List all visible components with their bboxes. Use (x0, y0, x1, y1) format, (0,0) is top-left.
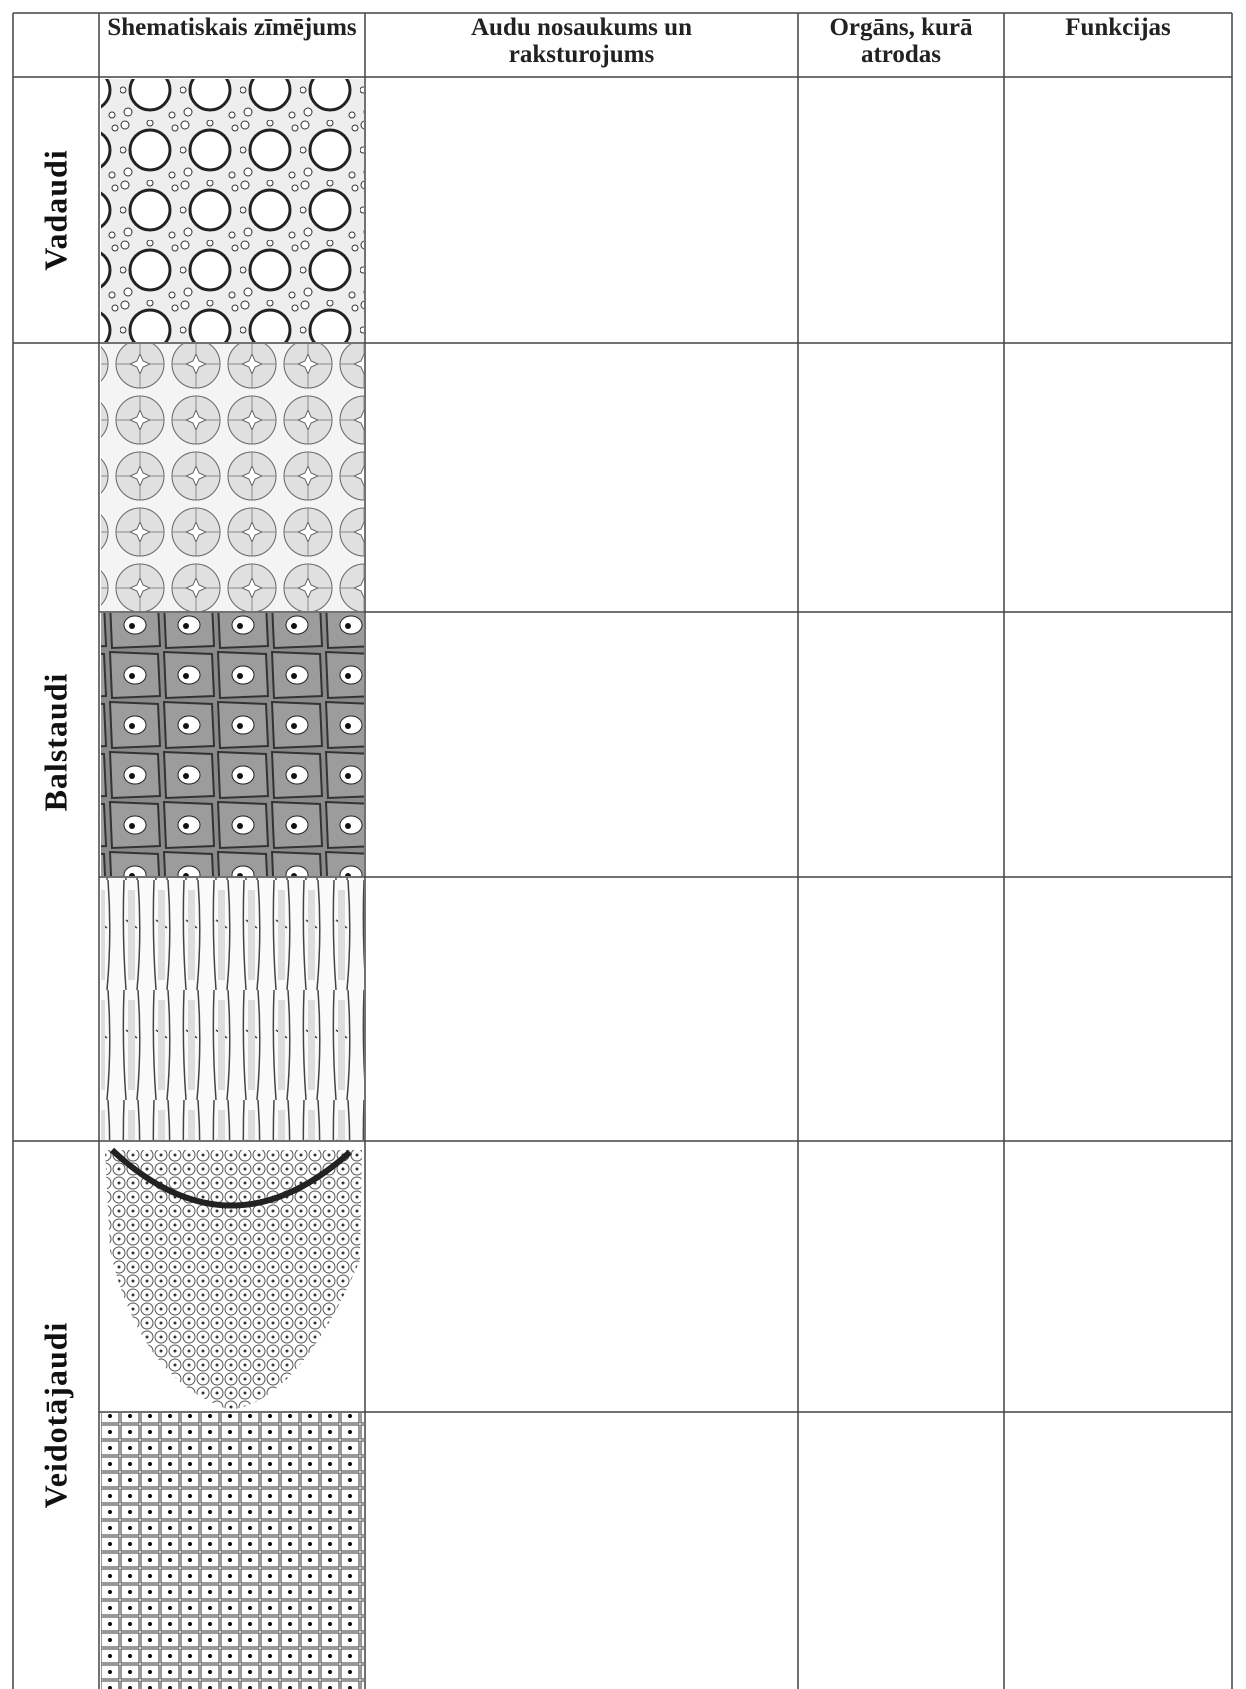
column-header: Orgāns, kurā atrodas (829, 14, 973, 68)
drawing (109, 1147, 353, 1209)
column-header: Audu nosaukums un raksturojums (471, 14, 692, 68)
drawing (101, 79, 364, 342)
column-header: Shematiskais zīmējums (107, 14, 357, 41)
drawing (105, 1150, 362, 1410)
grid-lines (12, 12, 1233, 1689)
group-label: Veidotājaudi (37, 1321, 74, 1509)
drawing (101, 344, 364, 611)
group-label: Vadaudi (37, 149, 74, 271)
drawing (101, 1413, 364, 1689)
group-label: Balstaudi (37, 672, 74, 812)
drawing (101, 613, 364, 876)
drawing (101, 878, 364, 1140)
column-header: Funkcijas (1065, 14, 1171, 41)
